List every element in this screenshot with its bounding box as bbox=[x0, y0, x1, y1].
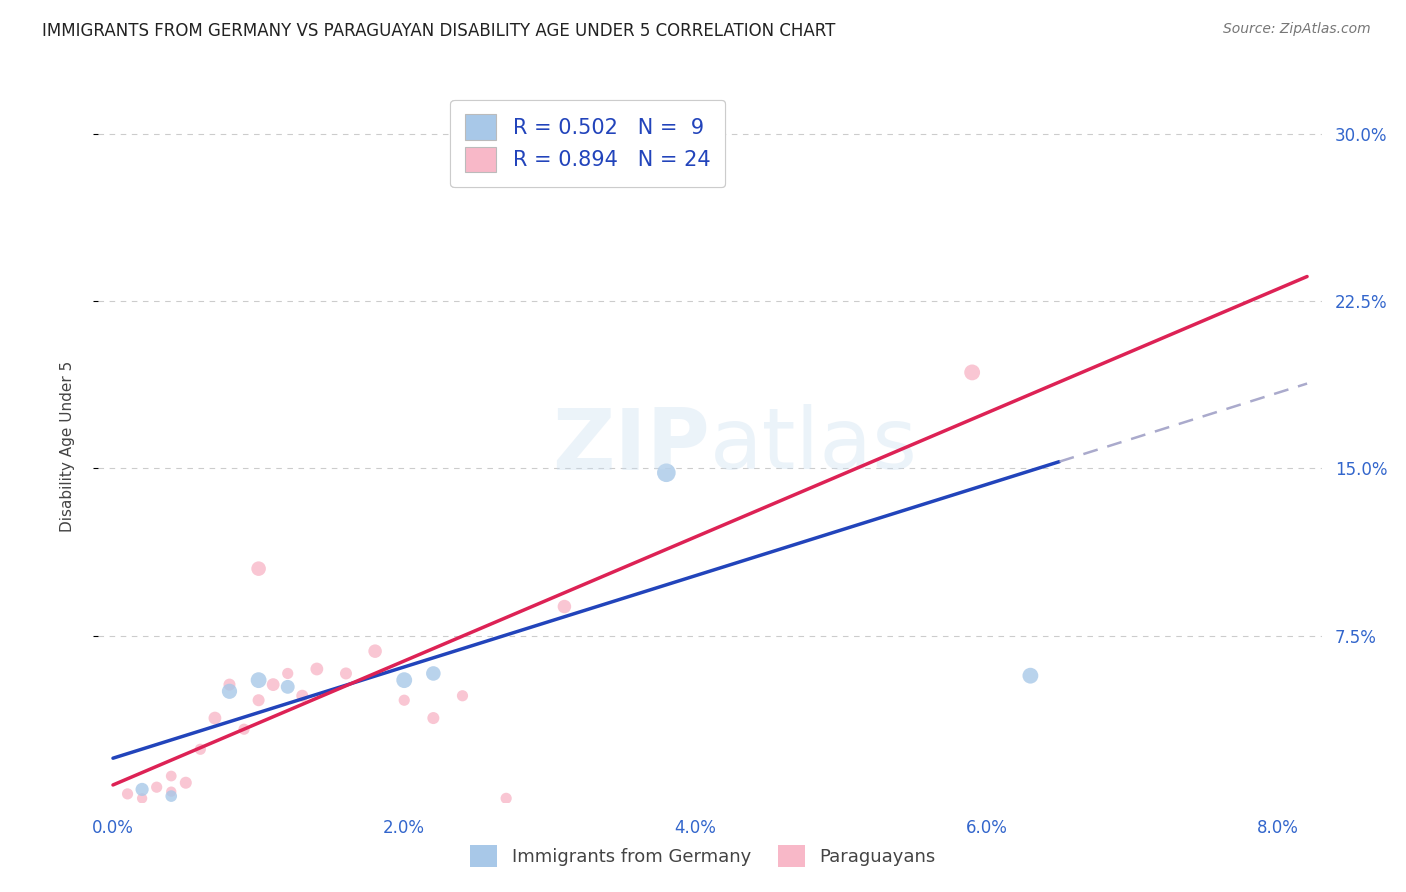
Point bbox=[188, 742, 212, 756]
Point bbox=[218, 678, 240, 692]
Point bbox=[117, 787, 139, 801]
Point bbox=[262, 678, 284, 692]
Text: IMMIGRANTS FROM GERMANY VS PARAGUAYAN DISABILITY AGE UNDER 5 CORRELATION CHART: IMMIGRANTS FROM GERMANY VS PARAGUAYAN DI… bbox=[42, 22, 835, 40]
Text: atlas: atlas bbox=[710, 404, 918, 488]
Point bbox=[145, 780, 167, 794]
Text: ZIP: ZIP bbox=[553, 404, 710, 488]
Point bbox=[422, 711, 444, 725]
Legend: R = 0.502   N =  9, R = 0.894   N = 24: R = 0.502 N = 9, R = 0.894 N = 24 bbox=[450, 100, 725, 187]
Point bbox=[131, 791, 153, 805]
Point bbox=[247, 693, 270, 707]
Point bbox=[204, 711, 226, 725]
Y-axis label: Disability Age Under 5: Disability Age Under 5 bbox=[60, 360, 75, 532]
Point bbox=[392, 673, 416, 687]
Point bbox=[495, 791, 517, 805]
Legend: Immigrants from Germany, Paraguayans: Immigrants from Germany, Paraguayans bbox=[463, 838, 943, 874]
Point bbox=[247, 562, 270, 576]
Point bbox=[655, 466, 678, 480]
Point bbox=[305, 662, 328, 676]
Point bbox=[233, 723, 256, 737]
Point bbox=[451, 689, 474, 703]
Point bbox=[277, 666, 299, 681]
Point bbox=[218, 684, 240, 698]
Point bbox=[960, 366, 983, 380]
Point bbox=[160, 789, 183, 803]
Point bbox=[247, 673, 270, 687]
Point bbox=[277, 680, 299, 694]
Text: Source: ZipAtlas.com: Source: ZipAtlas.com bbox=[1223, 22, 1371, 37]
Point bbox=[553, 599, 575, 614]
Point bbox=[160, 785, 183, 799]
Point bbox=[422, 666, 444, 681]
Point bbox=[392, 693, 416, 707]
Point bbox=[335, 666, 357, 681]
Point bbox=[174, 775, 197, 790]
Point bbox=[160, 769, 183, 783]
Point bbox=[291, 689, 314, 703]
Point bbox=[1019, 669, 1042, 683]
Point bbox=[364, 644, 387, 658]
Point bbox=[131, 782, 153, 797]
